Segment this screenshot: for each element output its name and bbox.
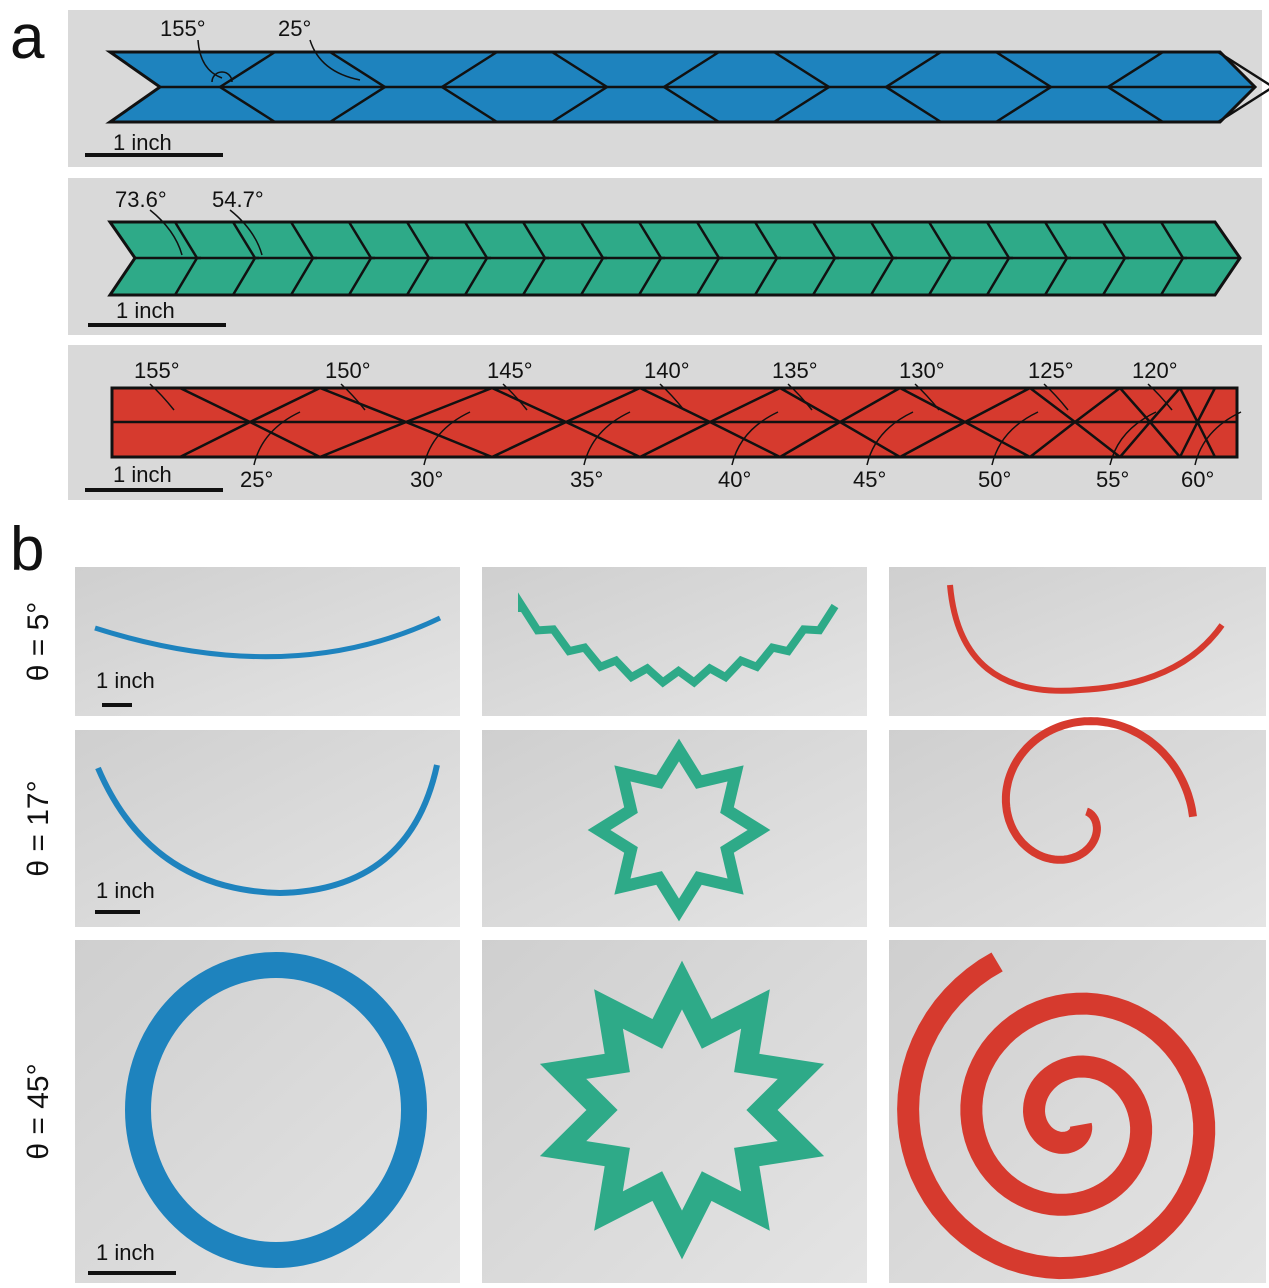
- photo: [75, 567, 460, 716]
- angle-label: 140°: [644, 358, 690, 383]
- angle-label: 145°: [487, 358, 533, 383]
- angle-label: 30°: [410, 467, 443, 492]
- panel-a: 155° 25° 73.6° 54.7° 155° 150° 145° 140° 135° 130…: [68, 10, 1269, 500]
- angle-label: 45°: [853, 467, 886, 492]
- angle-label: 60°: [1181, 467, 1214, 492]
- scale-label: 1 inch: [96, 1240, 155, 1265]
- panel-label: a: [10, 3, 45, 72]
- angle-label: 155°: [160, 16, 206, 41]
- row-label: θ = 17°: [22, 780, 55, 876]
- scale-label: 1 inch: [116, 298, 175, 323]
- angle-label: 130°: [899, 358, 945, 383]
- angle-label: 55°: [1096, 467, 1129, 492]
- row-label: θ = 45°: [22, 1063, 55, 1159]
- angle-label: 73.6°: [115, 187, 167, 212]
- angle-label: 35°: [570, 467, 603, 492]
- angle-label: 25°: [278, 16, 311, 41]
- angle-label: 54.7°: [212, 187, 264, 212]
- angle-label: 155°: [134, 358, 180, 383]
- photo: [889, 730, 1266, 927]
- angle-label: 50°: [978, 467, 1011, 492]
- scale-label: 1 inch: [113, 462, 172, 487]
- panel-b: θ = 5° θ = 17° θ = 45° 1 inch 1 inch 1 inch: [22, 567, 1266, 1283]
- photo: [482, 567, 867, 716]
- panel-label: b: [10, 515, 44, 584]
- angle-label: 125°: [1028, 358, 1074, 383]
- scale-label: 1 inch: [96, 878, 155, 903]
- figure: a b 155° 25° 73.6° 54.7° 155° 150° 145° 140° 135…: [0, 0, 1269, 1288]
- scale-label: 1 inch: [96, 668, 155, 693]
- scale-label: 1 inch: [113, 130, 172, 155]
- row-label: θ = 5°: [22, 602, 55, 682]
- angle-label: 40°: [718, 467, 751, 492]
- angle-label: 150°: [325, 358, 371, 383]
- angle-label: 25°: [240, 467, 273, 492]
- angle-label: 135°: [772, 358, 818, 383]
- angle-label: 120°: [1132, 358, 1178, 383]
